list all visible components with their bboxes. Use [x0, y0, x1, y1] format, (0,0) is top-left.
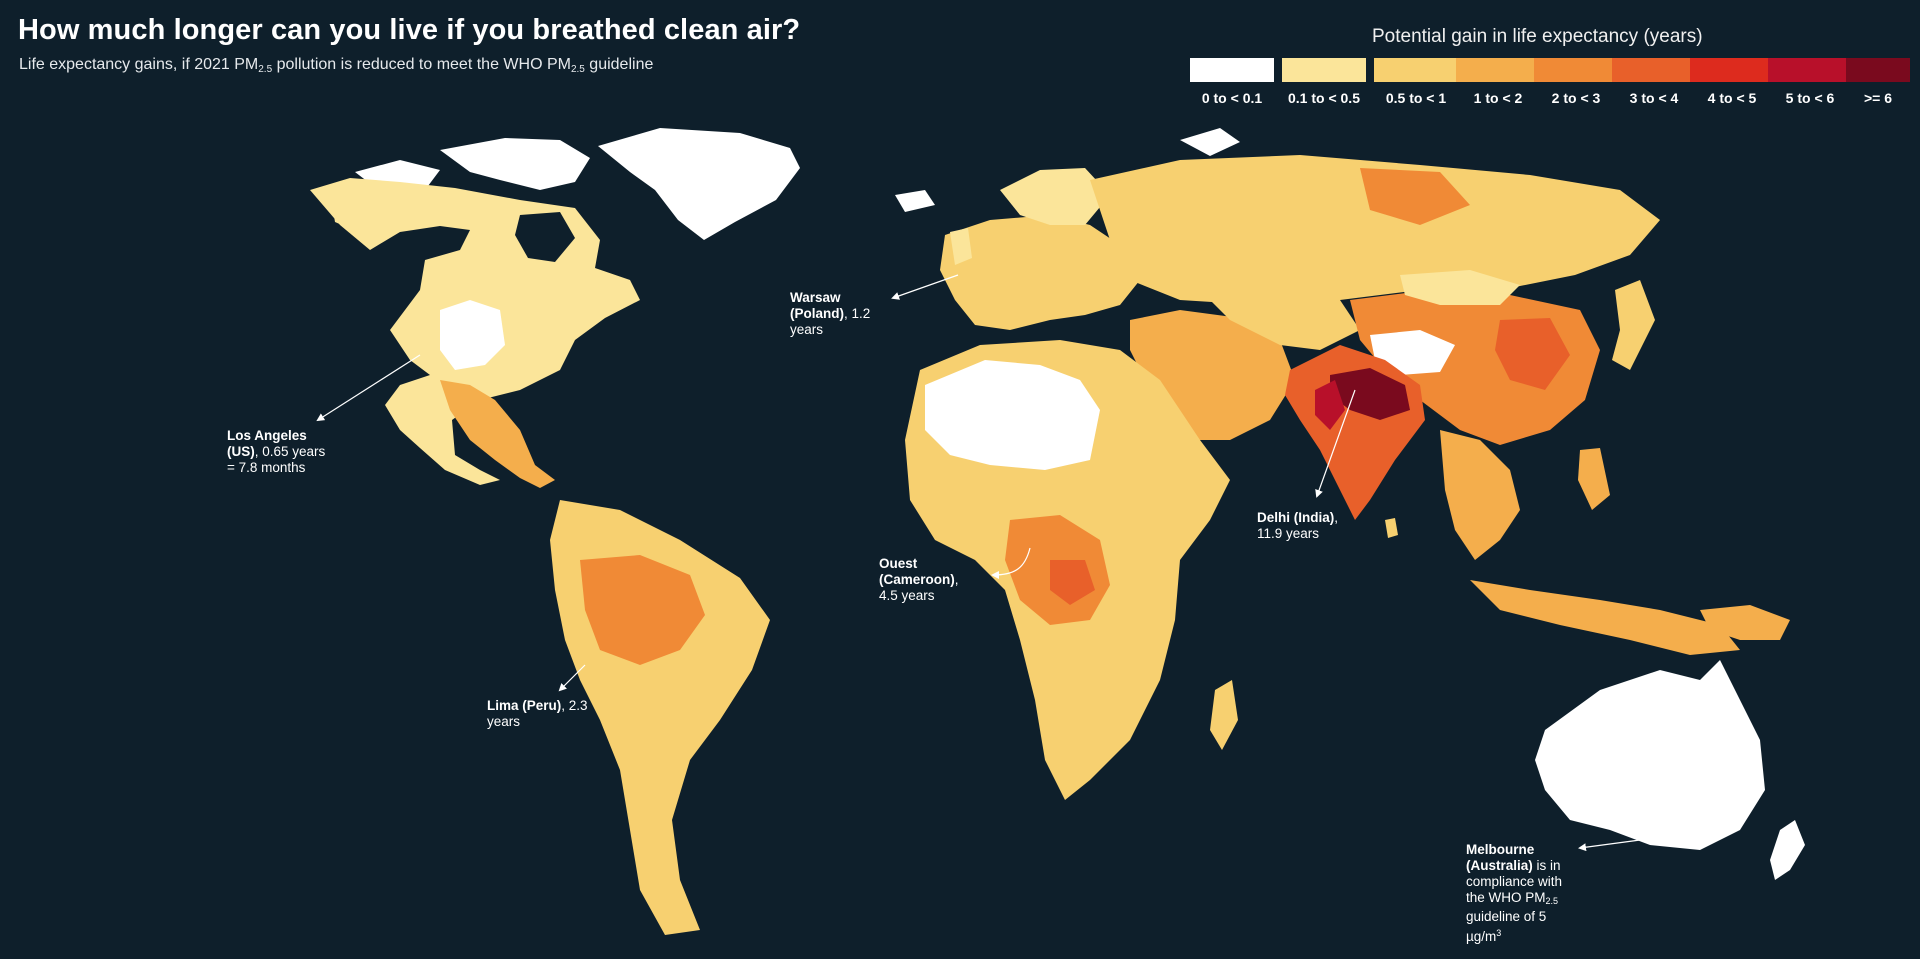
region-russia [1090, 155, 1660, 305]
region-new-guinea [1700, 605, 1790, 640]
callout-lima: Lima (Peru), 2.3 years [487, 698, 588, 730]
region-central-america [440, 380, 555, 488]
region-siberia-hotspot [1360, 168, 1470, 225]
legend-label-1: 0 to < 0.1 [1201, 90, 1263, 106]
arrow-los-angeles [316, 354, 421, 422]
legend-swatch-2 [1282, 58, 1366, 82]
callout-melbourne-line3-sub: 2.5 [1545, 896, 1559, 906]
region-sahara [925, 360, 1100, 470]
region-greenland [598, 128, 800, 240]
arrow-warsaw [891, 274, 959, 300]
legend-label-6: 3 to < 4 [1629, 90, 1679, 106]
callout-lima-value: , 2.3 [561, 698, 588, 713]
callout-melbourne-name: Melbourne [1466, 842, 1535, 857]
region-madagascar [1210, 680, 1238, 750]
subtitle-text-2: pollution is reduced to meet the WHO PM [272, 56, 571, 73]
legend-swatch-3 [1374, 58, 1458, 82]
region-east-china-hotspot [1495, 318, 1570, 390]
legend-label-3: 0.5 to < 1 [1385, 90, 1447, 106]
callout-melbourne-country: (Australia) [1466, 858, 1533, 873]
legend-swatch-8 [1768, 58, 1852, 82]
callout-lima-name: Lima (Peru) [487, 698, 562, 713]
callout-delhi-extra: 11.9 years [1257, 526, 1320, 541]
region-new-zealand [1770, 820, 1805, 880]
callout-delhi-value: , [1334, 510, 1339, 525]
arrow-melbourne [1578, 839, 1641, 852]
callout-ouest-value: , [954, 572, 959, 587]
callout-melbourne-line5: µg/m [1466, 929, 1497, 944]
callout-los-angeles-name: Los Angeles [227, 428, 307, 443]
region-central-asia [1200, 280, 1360, 350]
region-indonesia [1470, 580, 1740, 655]
region-japan [1612, 280, 1655, 370]
region-australia [1535, 660, 1765, 850]
map-title: How much longer can you live if you brea… [18, 14, 801, 46]
callout-lima-extra: years [487, 714, 521, 729]
legend-swatch-1 [1190, 58, 1274, 82]
region-amazon [580, 555, 705, 665]
callout-warsaw-country: (Poland) [790, 306, 844, 321]
callout-los-angeles-value: , 0.65 years [254, 444, 326, 459]
legend-swatch-5 [1534, 58, 1618, 82]
subtitle-subscript-2: 2.5 [570, 64, 585, 75]
callout-delhi-name: Delhi (India) [1257, 510, 1335, 525]
callout-melbourne-line4: guideline of 5 [1466, 909, 1547, 924]
region-britain [950, 228, 972, 265]
legend-swatch-6 [1612, 58, 1696, 82]
callout-los-angeles-country: (US) [227, 444, 255, 459]
callout-warsaw-extra: years [790, 322, 824, 337]
callout-melbourne-line1: is in [1532, 858, 1561, 873]
callout-melbourne-line3: the WHO PM [1466, 890, 1546, 905]
callout-melbourne-line5-sup: 3 [1496, 928, 1502, 938]
arrow-ouest [991, 547, 1031, 579]
region-sri-lanka [1385, 518, 1398, 538]
legend-swatch-9 [1846, 58, 1910, 82]
region-iceland [895, 190, 935, 212]
region-hudson-bay [515, 212, 575, 262]
callout-ouest: Ouest (Cameroon), 4.5 years [879, 556, 959, 604]
callout-warsaw: Warsaw (Poland), 1.2 years [790, 290, 870, 338]
subtitle-subscript-1: 2.5 [258, 64, 273, 75]
region-europe [940, 215, 1140, 330]
subtitle-text-1: Life expectancy gains, if 2021 PM [19, 56, 259, 73]
region-india-north [1315, 380, 1345, 430]
arrow-lima [558, 664, 586, 692]
legend-swatch-7 [1690, 58, 1774, 82]
region-indo-gangetic [1330, 368, 1410, 420]
region-scandinavia [1000, 168, 1110, 225]
legend-label-5: 2 to < 3 [1551, 90, 1601, 106]
callout-warsaw-name: Warsaw [790, 290, 841, 305]
legend-swatch-4 [1456, 58, 1540, 82]
legend-label-4: 1 to < 2 [1473, 90, 1523, 106]
map-subtitle: Life expectancy gains, if 2021 PM2.5 pol… [19, 56, 653, 75]
region-philippines [1578, 448, 1610, 510]
region-congo-hotspot [1050, 560, 1095, 605]
callout-melbourne: Melbourne (Australia) is in compliance w… [1466, 842, 1562, 945]
callout-delhi: Delhi (India), 11.9 years [1257, 510, 1338, 542]
region-novaya-zemlya [1180, 128, 1240, 156]
callout-warsaw-value: , 1.2 [844, 306, 871, 321]
arrow-delhi [1315, 389, 1356, 498]
subtitle-text-3: guideline [584, 56, 654, 73]
region-alaska [330, 186, 380, 232]
region-mongolia [1400, 270, 1520, 305]
region-west-us [440, 300, 505, 370]
legend-label-8: 5 to < 6 [1785, 90, 1835, 106]
region-southeast-asia [1440, 430, 1520, 560]
callout-los-angeles-extra: = 7.8 months [227, 460, 306, 475]
callout-ouest-country: (Cameroon) [879, 572, 955, 587]
legend-label-9: >= 6 [1863, 90, 1893, 106]
region-tibet [1370, 330, 1455, 375]
region-arctic-islands [440, 138, 590, 190]
callout-melbourne-line2: compliance with [1466, 874, 1563, 889]
callout-los-angeles: Los Angeles (US), 0.65 years = 7.8 month… [227, 428, 325, 476]
legend-label-7: 4 to < 5 [1707, 90, 1757, 106]
legend-title: Potential gain in life expectancy (years… [1372, 26, 1703, 47]
callout-ouest-extra: 4.5 years [879, 588, 935, 603]
callout-ouest-name: Ouest [879, 556, 918, 571]
legend-label-2: 0.1 to < 0.5 [1288, 90, 1360, 106]
